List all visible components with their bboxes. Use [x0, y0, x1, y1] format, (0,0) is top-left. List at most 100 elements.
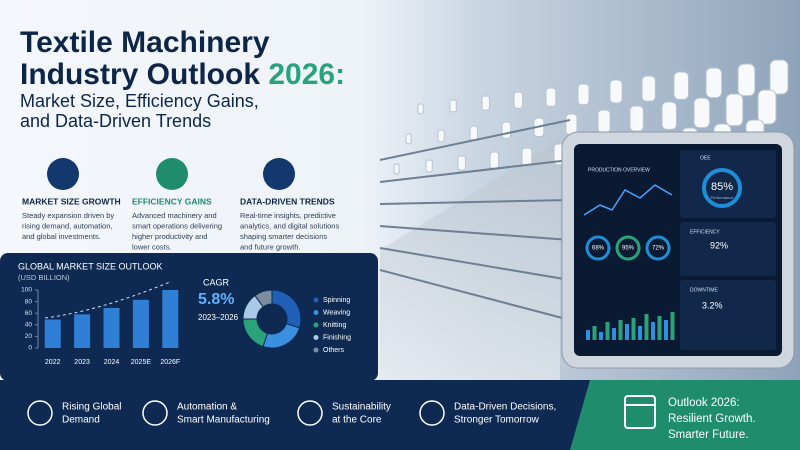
- bottom-text: Demand: [62, 415, 100, 426]
- feature-title: DATA-DRIVEN TRENDS: [240, 196, 335, 206]
- bottom-icon: [297, 400, 323, 426]
- legend-swatch: [313, 335, 319, 340]
- feature-text: higher productivity and: [132, 232, 207, 241]
- bar: [44, 319, 61, 348]
- gauge-value: 72%: [652, 246, 665, 252]
- bottom-text: Rising Global: [62, 402, 121, 413]
- spool: [501, 121, 512, 139]
- legend-swatch: [313, 297, 319, 303]
- tablet-label: PRODUCTION OVERVIEW: [588, 167, 650, 173]
- spool: [417, 103, 424, 115]
- chart-unit: (USD BILLION): [18, 273, 70, 282]
- calendar-icon: [624, 395, 656, 429]
- y-tick-label: 20: [25, 333, 33, 340]
- spool: [405, 133, 412, 145]
- feature-icon: [263, 158, 295, 190]
- y-tick-label: 100: [21, 287, 32, 294]
- outlook-text: Resilient Growth.: [668, 413, 756, 425]
- tablet-bar: [670, 312, 675, 340]
- floor: [380, 140, 560, 380]
- y-tick-label: 0: [28, 345, 32, 352]
- bottom-text: Stronger Tomorrow: [454, 415, 540, 426]
- spool: [521, 147, 533, 168]
- spool: [393, 163, 400, 175]
- bottom-text: at the Core: [332, 415, 382, 426]
- feature-text: lower costs.: [132, 242, 172, 251]
- spool: [609, 79, 623, 104]
- feature-icon: [156, 158, 188, 190]
- spool: [737, 63, 756, 97]
- title-text: Industry Outlook: [20, 58, 260, 91]
- bottom-text: Smart Manufacturing: [177, 415, 270, 426]
- title-year: 2026:: [268, 58, 345, 91]
- y-tick-label: 80: [25, 298, 33, 305]
- x-tick-label: 2024: [104, 359, 120, 366]
- bar: [162, 290, 179, 348]
- gauge-value: 95%: [622, 246, 635, 252]
- spool: [673, 71, 689, 100]
- spool: [469, 125, 478, 141]
- trend-arrow: [44, 281, 171, 319]
- tablet-value: 3.2%: [702, 300, 723, 310]
- spool: [513, 91, 524, 109]
- feature-title: EFFICIENCY GAINS: [132, 196, 212, 206]
- bottom-text: Sustainability: [332, 402, 391, 413]
- tablet-value: 85%: [711, 181, 733, 193]
- tablet-label: OEE: [700, 155, 711, 161]
- tablet-bar: [657, 316, 662, 340]
- tablet-label: EFFICIENCY: [690, 229, 720, 235]
- feature-title: MARKET SIZE GROWTH: [22, 196, 121, 206]
- tablet-bar: [618, 320, 623, 340]
- machine-line: [379, 269, 571, 321]
- title-line: Textile Machinery: [20, 26, 270, 59]
- spool: [705, 67, 723, 99]
- spool: [757, 89, 777, 125]
- tablet: [561, 131, 795, 369]
- spool: [565, 113, 578, 136]
- tablet-bar: [592, 326, 597, 340]
- tablet-bar: [599, 332, 603, 340]
- gauge-value: 68%: [592, 246, 605, 252]
- bar: [132, 299, 149, 348]
- bottom-text: Data-Driven Decisions,: [454, 402, 556, 413]
- tablet-value: 92%: [710, 240, 728, 250]
- spool: [481, 95, 490, 111]
- subtitle: Market Size, Efficiency Gains,: [20, 91, 259, 111]
- spool: [425, 159, 433, 173]
- x-tick-label: 2025E: [131, 359, 152, 366]
- spool: [725, 93, 744, 127]
- feature-text: Real-time insights, predictive: [240, 211, 336, 220]
- tablet-bar: [664, 320, 668, 340]
- tablet-bar: [625, 324, 629, 340]
- tablet-bar: [612, 328, 616, 340]
- spool: [641, 75, 656, 102]
- feature-text: and future growth.: [240, 242, 300, 251]
- y-tick-label: 60: [25, 310, 33, 317]
- feature-text: Advanced machinery and: [132, 211, 217, 220]
- bar: [103, 307, 120, 348]
- legend-label: Knitting: [323, 322, 346, 329]
- tablet-bar: [605, 322, 610, 340]
- tablet-label: Performance: [711, 195, 735, 200]
- outlook-text: Outlook 2026:: [668, 397, 740, 409]
- bottom-text: Automation &: [177, 402, 237, 413]
- tablet-label: DOWNTIME: [690, 287, 718, 293]
- subtitle: and Data-Driven Trends: [20, 111, 211, 131]
- title-line: Industry Outlook 2026:: [20, 58, 345, 91]
- feature-text: rising demand, automation,: [22, 221, 112, 230]
- spool: [769, 59, 789, 95]
- spool: [661, 101, 677, 130]
- spool: [693, 97, 711, 129]
- machine-line: [379, 119, 571, 161]
- spool: [629, 105, 644, 132]
- chart-panel: [0, 253, 378, 381]
- feature-text: analytics, and digital solutions: [240, 221, 339, 230]
- machine-line: [379, 225, 571, 241]
- legend-label: Weaving: [323, 309, 350, 316]
- cagr-label: CAGR: [203, 277, 230, 287]
- feature-icon: [47, 158, 79, 190]
- cagr-period: 2023–2026: [198, 313, 239, 322]
- bar: [74, 314, 91, 348]
- feature-text: shaping smarter decisions: [240, 232, 327, 241]
